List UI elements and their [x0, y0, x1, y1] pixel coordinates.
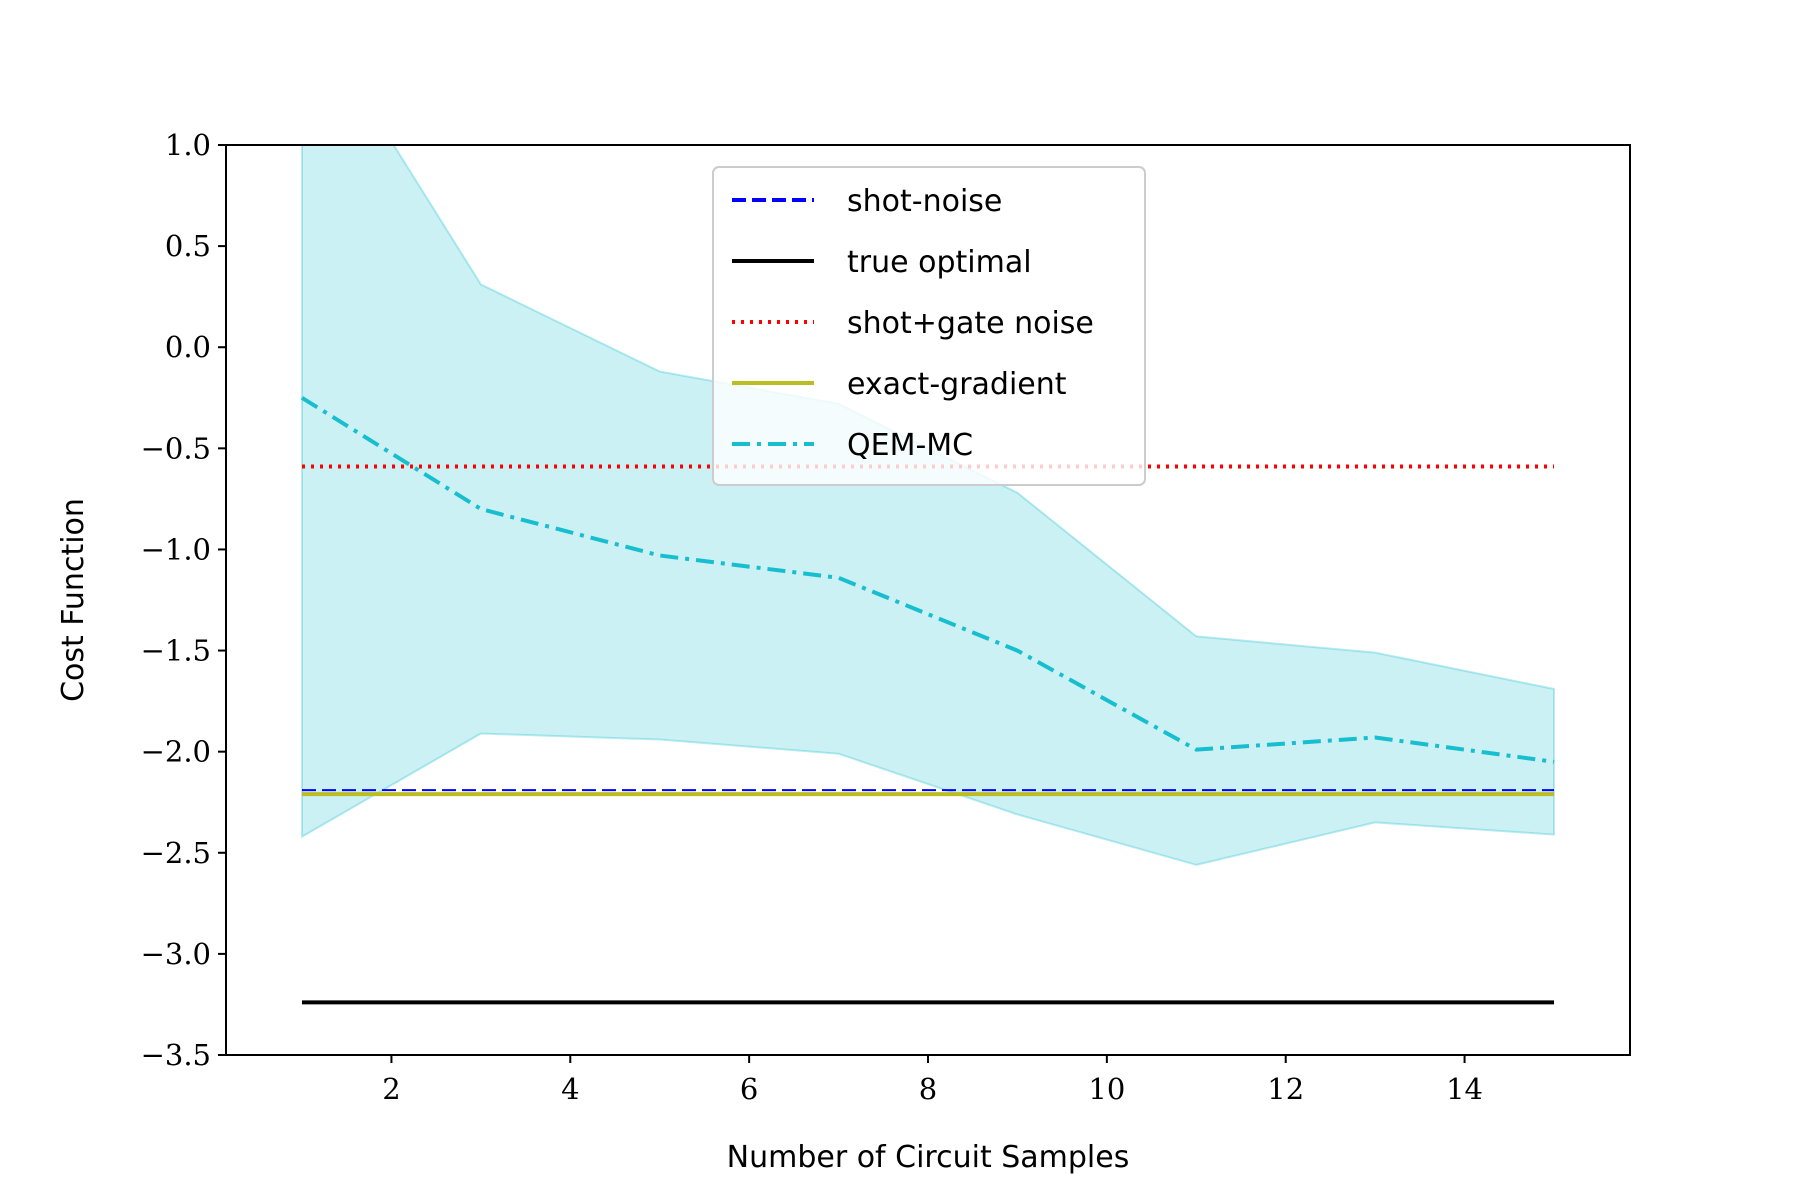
x-tick-label: 14	[1446, 1072, 1483, 1106]
y-axis: 1.0 0.5 0.0 −0.5 −1.0 −1.5 −2.0 −2.5 −3.0 −3.5	[141, 128, 226, 1072]
y-tick-label: 0.5	[165, 229, 211, 263]
x-tick-label: 4	[561, 1072, 579, 1106]
x-axis-label: Number of Circuit Samples	[727, 1140, 1130, 1175]
y-tick-label: −3.0	[141, 937, 211, 971]
legend-label: exact-gradient	[847, 367, 1067, 402]
x-tick-label: 8	[919, 1072, 937, 1106]
plot-area	[300, 145, 1555, 1005]
legend-label: shot+gate noise	[847, 306, 1094, 341]
x-tick-label: 2	[382, 1072, 400, 1106]
x-axis: 2 4 6 8 10 12 14	[382, 1055, 1483, 1106]
y-tick-label: −1.0	[141, 532, 211, 566]
y-tick-label: −1.5	[141, 634, 211, 668]
legend-label: shot-noise	[847, 184, 1002, 219]
x-tick-label: 6	[740, 1072, 758, 1106]
y-tick-label: −2.0	[141, 735, 211, 769]
y-tick-label: −3.5	[141, 1038, 211, 1072]
legend-label: true optimal	[847, 245, 1032, 280]
x-tick-label: 12	[1267, 1072, 1304, 1106]
y-tick-label: −2.5	[141, 836, 211, 870]
legend: shot-noise true optimal shot+gate noise exa…	[712, 166, 1146, 486]
y-tick-label: −0.5	[141, 431, 211, 465]
legend-label: QEM-MC	[847, 428, 973, 463]
y-tick-label: 1.0	[165, 128, 211, 162]
x-tick-label: 10	[1088, 1072, 1125, 1106]
series-qem-mc-line	[300, 396, 1555, 764]
y-axis-label: Cost Function	[56, 498, 91, 702]
y-tick-label: 0.0	[165, 330, 211, 364]
legend-box	[712, 166, 1146, 486]
